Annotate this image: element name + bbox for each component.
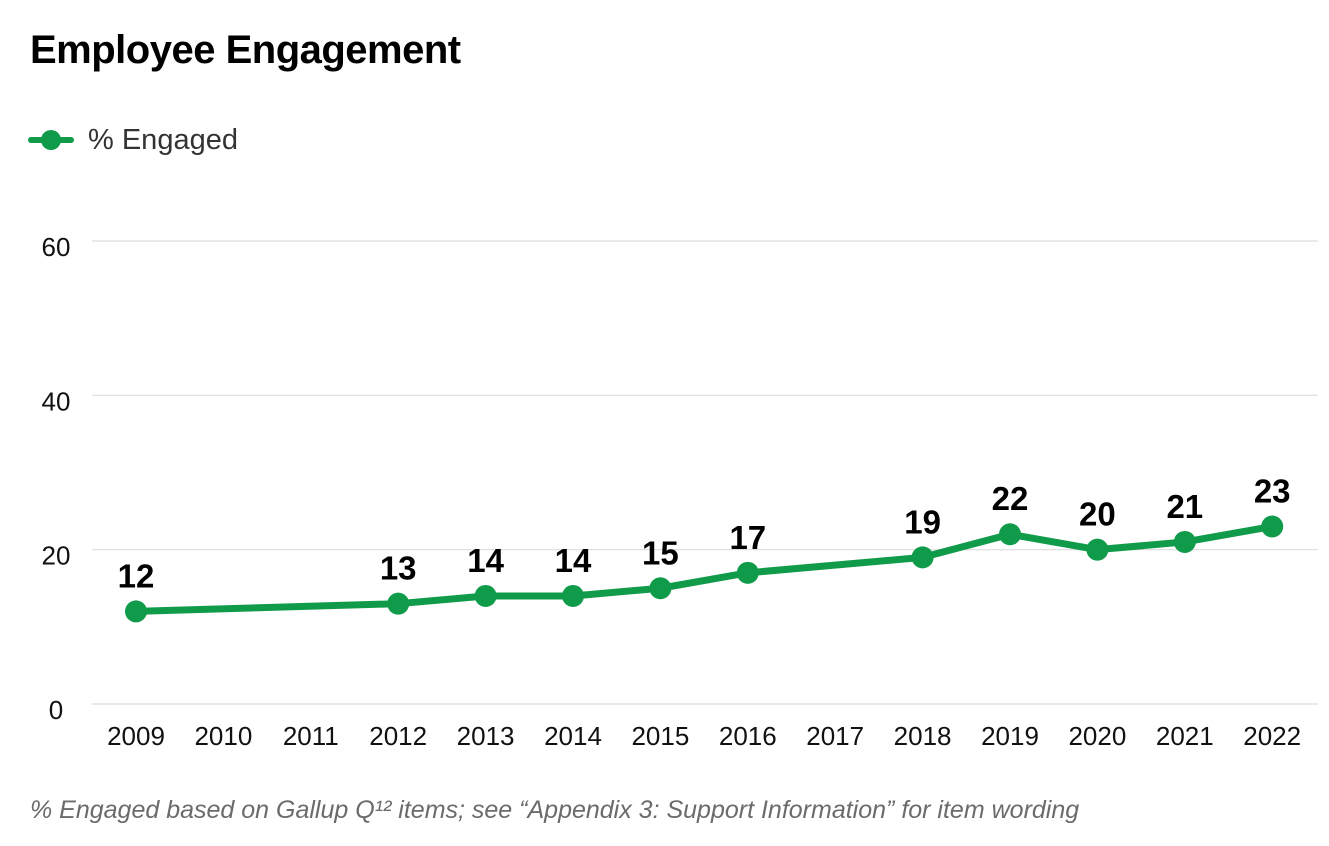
y-tick-label: 20 (42, 541, 71, 571)
data-point (649, 577, 672, 600)
data-label: 14 (467, 542, 504, 579)
data-point (387, 592, 410, 615)
y-tick-label: 40 (42, 386, 71, 416)
legend-swatch (28, 128, 74, 152)
x-tick-label: 2020 (1068, 721, 1126, 751)
y-tick-label: 0 (49, 695, 63, 725)
y-tick-label: 60 (42, 232, 71, 262)
data-point (562, 584, 584, 607)
data-point (474, 584, 497, 607)
x-tick-label: 2012 (369, 721, 427, 751)
x-tick-label: 2016 (719, 721, 777, 751)
data-label: 23 (1254, 473, 1291, 510)
data-label: 21 (1166, 488, 1203, 525)
data-label: 12 (118, 557, 155, 594)
data-label: 13 (380, 550, 417, 587)
x-tick-label: 2009 (107, 721, 165, 751)
chart-title: Employee Engagement (30, 28, 461, 72)
data-label: 22 (992, 480, 1029, 517)
x-tick-label: 2010 (194, 721, 252, 751)
x-tick-label: 2011 (283, 721, 339, 751)
data-point (999, 523, 1021, 546)
x-tick-label: 2014 (544, 721, 602, 751)
data-label: 19 (904, 503, 941, 540)
data-label: 20 (1079, 496, 1116, 533)
footnote: % Engaged based on Gallup Q¹² items; see… (30, 796, 1080, 824)
series-line (132, 523, 1276, 615)
data-label: 17 (729, 519, 766, 556)
data-point (736, 561, 759, 584)
x-tick-label: 2017 (806, 721, 864, 751)
legend-marker (41, 130, 61, 150)
legend-label: % Engaged (88, 123, 238, 156)
x-tick-label: 2021 (1156, 721, 1214, 751)
data-point (911, 546, 934, 569)
x-tick-label: 2013 (457, 721, 515, 751)
data-point (1173, 530, 1196, 553)
x-tick-label: 2019 (981, 721, 1039, 751)
data-point (1261, 515, 1284, 538)
x-tick-label: 2015 (631, 721, 689, 751)
x-tick-label: 2022 (1243, 721, 1301, 751)
data-label: 15 (642, 534, 679, 571)
x-tick-label: 2018 (894, 721, 952, 751)
data-point (125, 600, 147, 623)
data-label: 14 (555, 542, 592, 579)
legend: % Engaged (28, 120, 238, 160)
data-point (1086, 538, 1109, 561)
